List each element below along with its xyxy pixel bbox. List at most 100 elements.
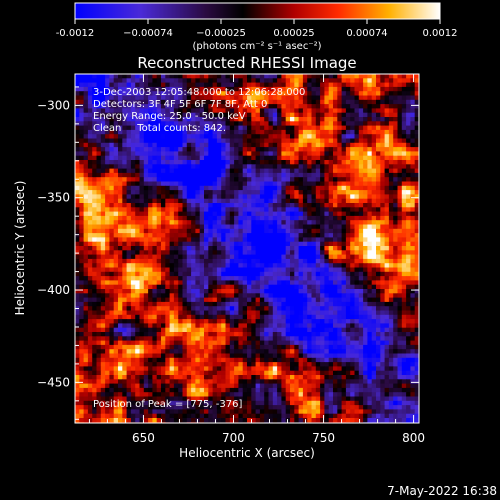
heatmap-cell	[216, 104, 222, 109]
heatmap-cell	[251, 276, 256, 281]
heatmap-cell	[143, 82, 149, 88]
heatmap-cell	[255, 323, 261, 329]
heatmap-cell	[105, 108, 110, 114]
heatmap-cell	[397, 215, 403, 221]
heatmap-cell	[290, 82, 295, 88]
heatmap-cell	[221, 284, 226, 290]
heatmap-cell	[105, 155, 110, 161]
heatmap-cell	[169, 323, 175, 329]
heatmap-cell	[96, 112, 102, 118]
heatmap-cell	[294, 267, 299, 273]
heatmap-cell	[122, 319, 127, 324]
heatmap-cell	[410, 233, 416, 238]
heatmap-cell	[277, 172, 282, 178]
heatmap-cell	[242, 228, 248, 234]
heatmap-cell	[363, 91, 368, 96]
heatmap-cell	[255, 297, 261, 303]
heatmap-cell	[350, 121, 355, 126]
heatmap-cell	[350, 289, 355, 294]
heatmap-cell	[311, 104, 317, 109]
heatmap-cell	[212, 267, 218, 273]
heatmap-cell	[371, 177, 377, 182]
heatmap-cell	[208, 164, 213, 169]
heatmap-cell	[285, 151, 291, 157]
heatmap-cell	[247, 250, 252, 255]
heatmap-cell	[345, 263, 351, 268]
heatmap-cell	[384, 336, 390, 341]
heatmap-cell	[212, 314, 218, 320]
heatmap-cell	[255, 293, 261, 298]
heatmap-cell	[367, 323, 373, 329]
heatmap-cell	[169, 194, 175, 200]
heatmap-cell	[161, 74, 166, 79]
heatmap-cell	[225, 190, 231, 195]
heatmap-cell	[182, 289, 188, 294]
heatmap-cell	[358, 168, 364, 174]
heatmap-cell	[182, 301, 188, 307]
heatmap-cell	[212, 164, 218, 169]
heatmap-cell	[195, 220, 201, 225]
heatmap-cell	[182, 323, 188, 329]
heatmap-cell	[371, 168, 377, 174]
heatmap-cell	[268, 228, 274, 234]
heatmap-cell	[255, 271, 261, 277]
heatmap-cell	[294, 117, 299, 122]
heatmap-cell	[75, 276, 80, 281]
heatmap-cell	[268, 104, 274, 109]
heatmap-cell	[397, 147, 403, 152]
heatmap-cell	[216, 86, 222, 92]
heatmap-cell	[337, 241, 342, 247]
heatmap-cell	[255, 121, 261, 126]
heatmap-cell	[298, 194, 304, 200]
heatmap-cell	[401, 99, 407, 105]
heatmap-cell	[285, 237, 291, 243]
heatmap-cell	[259, 91, 265, 96]
heatmap-cell	[156, 121, 162, 126]
heatmap-cell	[410, 151, 416, 157]
heatmap-cell	[350, 155, 355, 161]
heatmap-cell	[388, 319, 394, 324]
heatmap-cell	[161, 336, 166, 341]
heatmap-cell	[380, 263, 385, 268]
heatmap-cell	[173, 190, 179, 195]
heatmap-cell	[96, 310, 102, 316]
heatmap-cell	[75, 147, 80, 152]
heatmap-cell	[139, 336, 145, 341]
heatmap-cell	[212, 323, 218, 329]
heatmap-cell	[178, 284, 183, 290]
heatmap-cell	[122, 164, 127, 169]
heatmap-cell	[161, 220, 166, 225]
heatmap-cell	[397, 241, 403, 247]
heatmap-cell	[191, 319, 196, 324]
heatmap-cell	[363, 172, 368, 178]
heatmap-cell	[328, 194, 334, 200]
heatmap-cell	[333, 246, 338, 251]
heatmap-cell	[229, 168, 235, 174]
heatmap-cell	[109, 117, 115, 122]
heatmap-cell	[79, 125, 84, 131]
heatmap-cell	[333, 134, 338, 139]
heatmap-cell	[199, 332, 205, 337]
heatmap-cell	[272, 91, 278, 96]
heatmap-cell	[165, 108, 170, 114]
heatmap-cell	[251, 284, 256, 290]
heatmap-cell	[143, 254, 149, 260]
heatmap-cell	[229, 258, 235, 264]
heatmap-cell	[148, 276, 153, 281]
heatmap-cell	[96, 319, 102, 324]
heatmap-cell	[92, 95, 97, 101]
heatmap-cell	[247, 129, 252, 135]
heatmap-cell	[397, 297, 403, 303]
heatmap-cell	[285, 177, 291, 182]
heatmap-cell	[350, 254, 355, 260]
heatmap-cell	[79, 104, 84, 109]
heatmap-cell	[242, 99, 248, 105]
heatmap-cell	[126, 267, 132, 273]
heatmap-cell	[324, 117, 330, 122]
heatmap-cell	[83, 220, 89, 225]
heatmap-cell	[242, 129, 248, 135]
heatmap-cell	[135, 246, 140, 251]
heatmap-cell	[186, 151, 192, 157]
heatmap-cell	[191, 147, 196, 152]
heatmap-cell	[281, 86, 287, 92]
